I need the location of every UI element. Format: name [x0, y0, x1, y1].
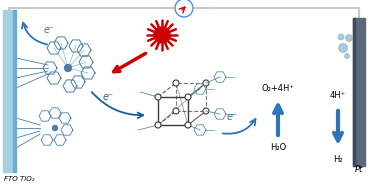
Text: e⁻: e⁻	[227, 112, 238, 122]
Circle shape	[185, 122, 191, 128]
Circle shape	[173, 80, 179, 86]
Circle shape	[173, 108, 179, 114]
Circle shape	[185, 94, 191, 100]
Bar	[13, 10, 16, 172]
Circle shape	[53, 125, 58, 130]
Circle shape	[338, 43, 348, 53]
Circle shape	[203, 80, 209, 86]
Circle shape	[154, 27, 170, 43]
Bar	[353, 18, 365, 166]
Text: 4H⁺: 4H⁺	[330, 91, 346, 100]
Circle shape	[155, 122, 161, 128]
Text: FTO TiO₂: FTO TiO₂	[4, 176, 35, 182]
Text: H₂O: H₂O	[270, 143, 286, 152]
Circle shape	[345, 35, 352, 42]
Text: O₂+4H⁺: O₂+4H⁺	[262, 84, 295, 93]
Text: e⁻: e⁻	[103, 92, 114, 102]
Text: e⁻: e⁻	[44, 25, 55, 35]
Bar	[3, 10, 15, 172]
Circle shape	[203, 108, 209, 114]
Circle shape	[175, 0, 193, 17]
Circle shape	[65, 64, 72, 71]
Circle shape	[155, 94, 161, 100]
Text: H₂: H₂	[333, 155, 343, 164]
Circle shape	[345, 53, 349, 59]
Bar	[353, 18, 355, 166]
Circle shape	[338, 34, 344, 40]
Text: Pt: Pt	[355, 165, 363, 174]
